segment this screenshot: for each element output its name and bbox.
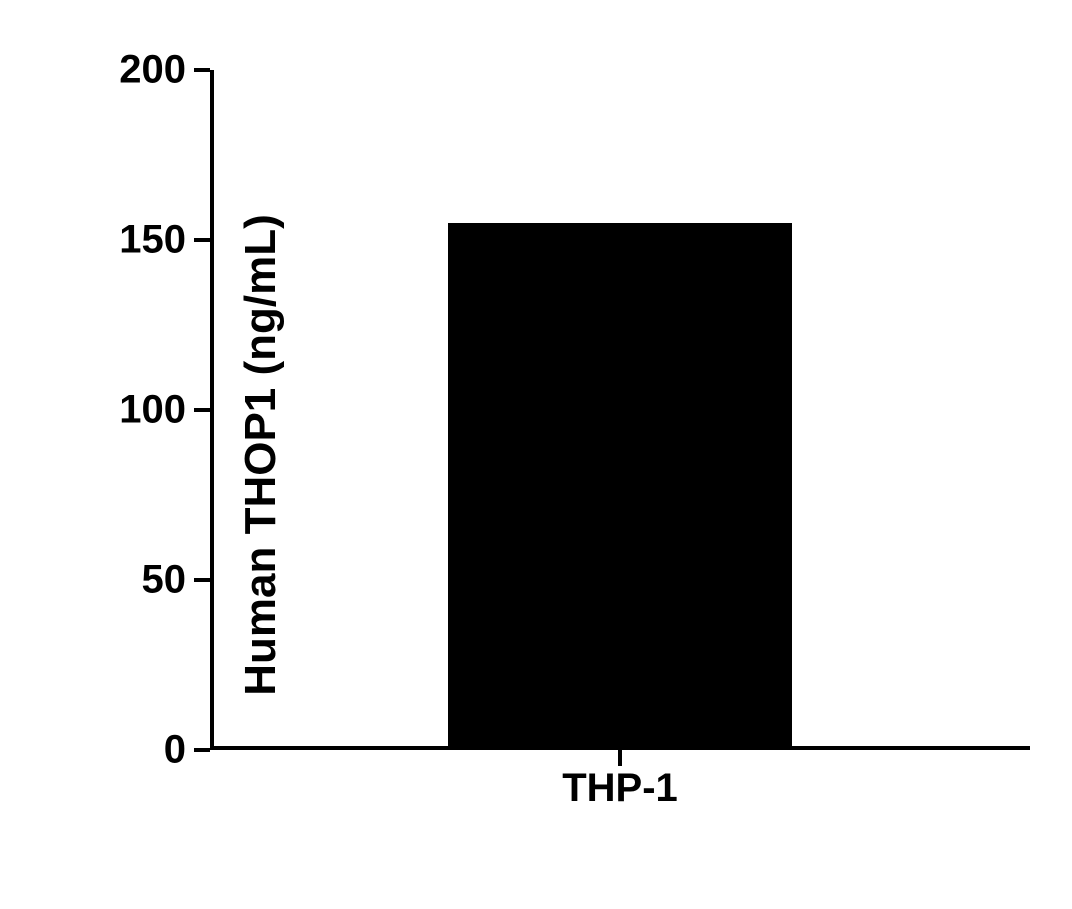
bar [448,223,792,750]
y-tick [194,578,210,582]
y-tick-label: 150 [119,218,186,263]
x-tick [618,750,622,766]
y-tick [194,68,210,72]
y-tick-label: 200 [119,48,186,93]
y-tick [194,748,210,752]
y-axis-line [210,70,214,750]
plot-area: 050100150200THP-1 [210,70,1030,750]
y-tick-label: 50 [142,558,187,603]
bar-chart: Human THOP1 (ng/mL) 050100150200THP-1 [0,0,1072,909]
y-tick [194,408,210,412]
y-tick-label: 100 [119,388,186,433]
x-tick-label: THP-1 [562,766,678,811]
y-tick [194,238,210,242]
y-tick-label: 0 [164,728,186,773]
